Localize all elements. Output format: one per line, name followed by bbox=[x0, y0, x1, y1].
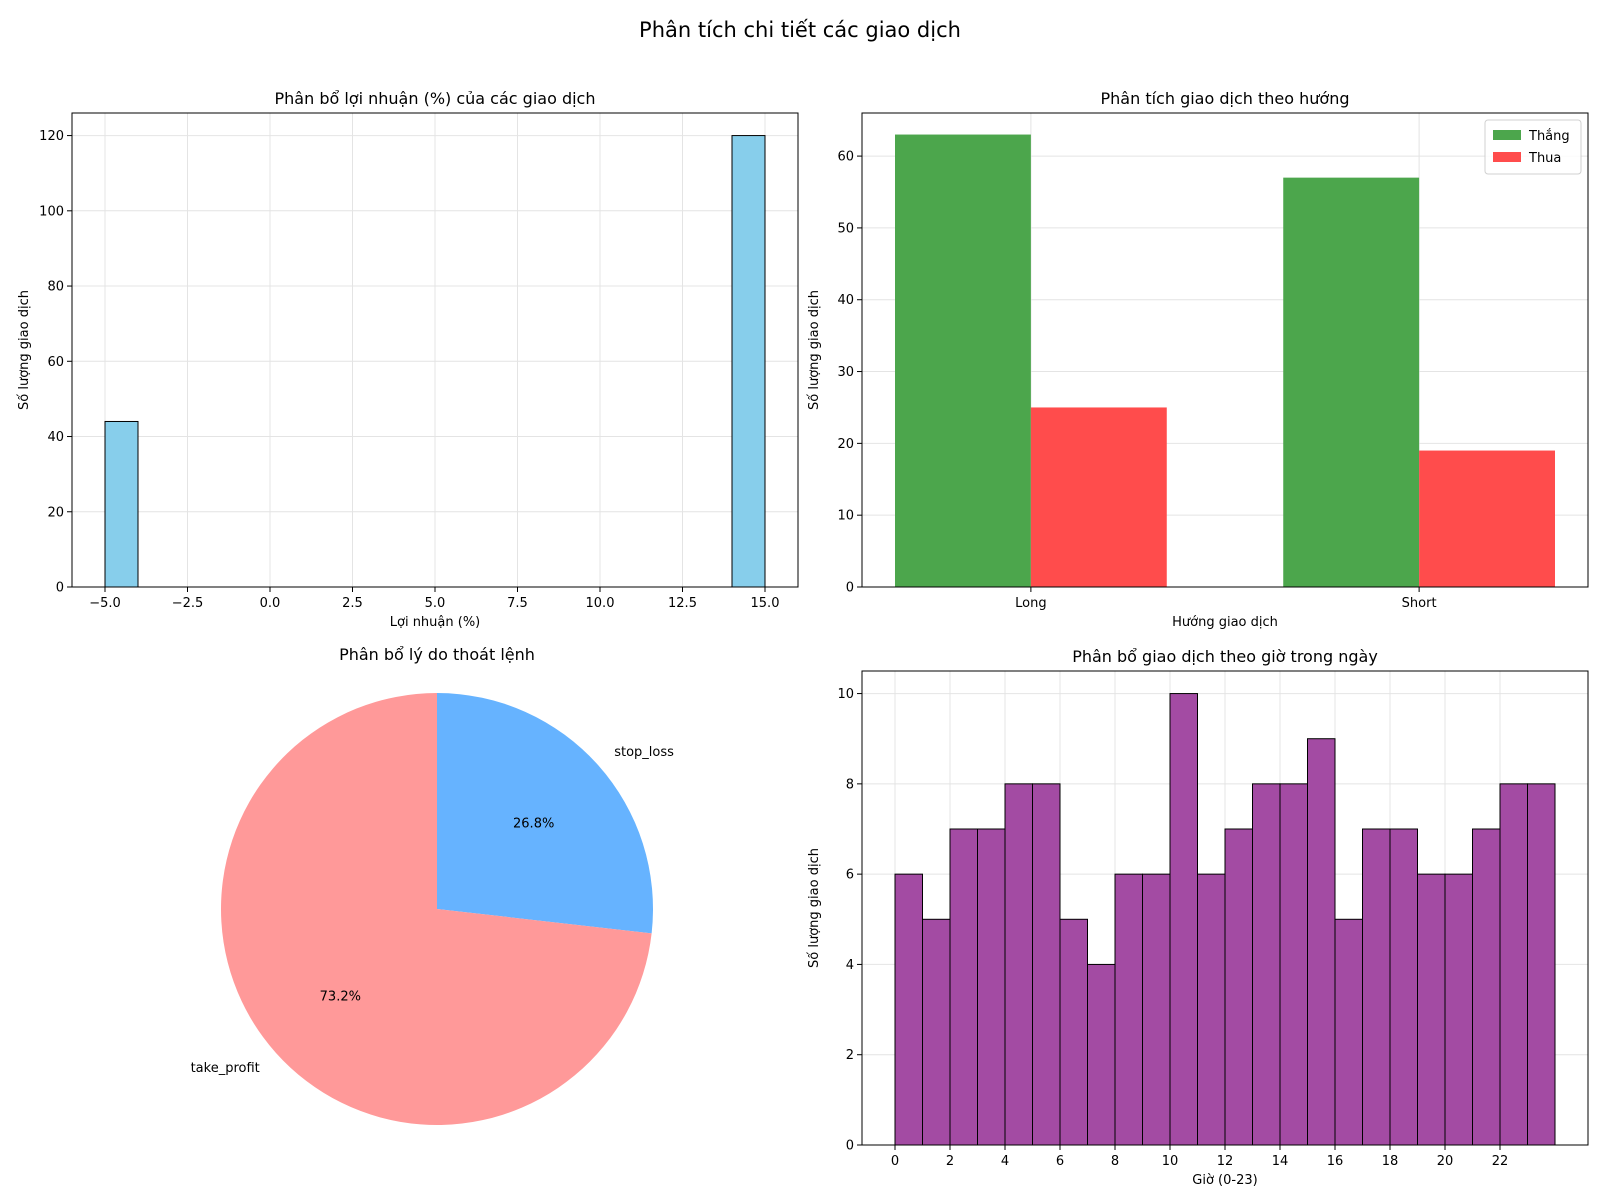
hour-bar bbox=[1004, 783, 1033, 1146]
hour-bar bbox=[1032, 783, 1061, 1146]
hour-xtick-label: 6 bbox=[1056, 1154, 1064, 1169]
hour-bar bbox=[1114, 873, 1143, 1146]
pie-title: Phân bổ lý do thoát lệnh bbox=[339, 645, 535, 664]
profit-ytick-label: 120 bbox=[39, 129, 64, 144]
hour-ytick-label: 8 bbox=[846, 777, 854, 792]
direction-ytick-label: 50 bbox=[837, 221, 854, 236]
hour-bar bbox=[1087, 963, 1116, 1146]
hour-bar bbox=[1169, 693, 1198, 1146]
hour-bar bbox=[1142, 873, 1171, 1146]
hour-bar bbox=[1499, 783, 1528, 1146]
hour-xtick-label: 0 bbox=[891, 1154, 899, 1169]
hour-axes-frame bbox=[861, 670, 1589, 1146]
hour-xtick-label: 22 bbox=[1492, 1154, 1509, 1169]
profit-xtick-label: 5.0 bbox=[425, 596, 446, 611]
hour-bar bbox=[922, 918, 951, 1146]
direction-legend-label: Thua bbox=[1528, 151, 1561, 166]
hour-bar bbox=[949, 828, 978, 1146]
hour-xtick-label: 18 bbox=[1382, 1154, 1399, 1169]
hour-bar bbox=[894, 873, 923, 1146]
hour-xtick-label: 4 bbox=[1001, 1154, 1009, 1169]
hour-xtick-label: 16 bbox=[1327, 1154, 1344, 1169]
pie-slice-label: take_profit bbox=[191, 1061, 260, 1076]
pie-slice-take_profit bbox=[220, 693, 652, 1125]
hour-bar bbox=[1307, 738, 1336, 1146]
profit-xtick-label: 7.5 bbox=[507, 596, 528, 611]
direction-xtick-label: Short bbox=[1402, 596, 1437, 611]
profit-ytick-label: 100 bbox=[39, 204, 64, 219]
profit-ytick-label: 80 bbox=[47, 280, 64, 295]
pie-slice-stop_loss bbox=[437, 693, 653, 934]
profit-ytick-label: 60 bbox=[47, 355, 64, 370]
hour-bar bbox=[1279, 783, 1308, 1146]
direction-bar-loss bbox=[1030, 407, 1167, 587]
hour-title: Phân bổ giao dịch theo giờ trong ngày bbox=[1072, 647, 1378, 666]
direction-xlabel: Hướng giao dịch bbox=[1172, 615, 1278, 630]
profit-xtick-label: −5.0 bbox=[89, 596, 121, 611]
direction-ylabel: Số lượng giao dịch bbox=[807, 290, 822, 410]
pie-pct-label: 73.2% bbox=[320, 989, 361, 1004]
profit-title: Phân bổ lợi nhuận (%) của các giao dịch bbox=[275, 89, 596, 108]
direction-legend-swatch bbox=[1493, 130, 1521, 140]
profit-bar bbox=[731, 135, 766, 588]
direction-xtick-label: Long bbox=[1015, 596, 1046, 611]
profit-bar bbox=[104, 420, 139, 588]
profit-xtick-label: −2.5 bbox=[172, 596, 204, 611]
hour-ytick-label: 6 bbox=[846, 868, 854, 883]
direction-ytick-label: 30 bbox=[837, 365, 854, 380]
hour-ylabel: Số lượng giao dịch bbox=[807, 848, 822, 968]
figure-title: Phân tích chi tiết các giao dịch bbox=[639, 18, 961, 42]
hour-ytick-label: 10 bbox=[837, 687, 854, 702]
profit-xtick-label: 10.0 bbox=[586, 596, 615, 611]
profit-xlabel: Lợi nhuận (%) bbox=[390, 615, 481, 630]
hour-bar bbox=[1417, 873, 1446, 1146]
direction-bar-win bbox=[895, 134, 1031, 587]
profit-axes-frame bbox=[71, 112, 799, 588]
direction-ytick-label: 60 bbox=[837, 150, 854, 165]
profit-xtick-label: 15.0 bbox=[751, 596, 780, 611]
pie-slice-label: stop_loss bbox=[614, 745, 674, 760]
hour-xtick-label: 2 bbox=[946, 1154, 954, 1169]
direction-bar-loss bbox=[1419, 450, 1555, 587]
direction-ytick-label: 40 bbox=[837, 293, 854, 308]
hour-ytick-label: 0 bbox=[846, 1139, 854, 1154]
hour-bar bbox=[1527, 783, 1556, 1146]
profit-ylabel: Số lượng giao dịch bbox=[17, 290, 32, 410]
hour-bar bbox=[1362, 828, 1391, 1146]
hour-bar bbox=[1389, 828, 1418, 1146]
direction-title: Phân tích giao dịch theo hướng bbox=[1101, 89, 1350, 108]
hour-bar bbox=[1197, 873, 1226, 1146]
direction-bar-win bbox=[1283, 177, 1420, 588]
profit-ytick-label: 40 bbox=[47, 430, 64, 445]
direction-legend-swatch bbox=[1493, 152, 1521, 162]
direction-legend-label: Thắng bbox=[1528, 129, 1570, 144]
hour-bar bbox=[1224, 828, 1253, 1146]
hour-bar bbox=[1334, 918, 1363, 1146]
profit-xtick-label: 0.0 bbox=[260, 596, 281, 611]
profit-xtick-label: 12.5 bbox=[668, 596, 697, 611]
hour-xtick-label: 14 bbox=[1272, 1154, 1289, 1169]
hour-bar bbox=[1059, 918, 1088, 1146]
direction-ytick-label: 10 bbox=[837, 509, 854, 524]
hour-bar bbox=[1444, 873, 1473, 1146]
hour-xlabel: Giờ (0-23) bbox=[1192, 1173, 1257, 1188]
direction-ytick-label: 20 bbox=[837, 437, 854, 452]
profit-xtick-label: 2.5 bbox=[342, 596, 363, 611]
hour-bar bbox=[1472, 828, 1501, 1146]
profit-ytick-label: 0 bbox=[56, 581, 64, 596]
hour-ytick-label: 4 bbox=[846, 958, 854, 973]
hour-xtick-label: 10 bbox=[1162, 1154, 1179, 1169]
hour-bar bbox=[1252, 783, 1281, 1146]
pie-pct-label: 26.8% bbox=[513, 817, 554, 832]
direction-axes-frame bbox=[861, 112, 1589, 588]
hour-xtick-label: 12 bbox=[1217, 1154, 1234, 1169]
hour-xtick-label: 20 bbox=[1437, 1154, 1454, 1169]
profit-ytick-label: 20 bbox=[47, 505, 64, 520]
hour-ytick-label: 2 bbox=[846, 1048, 854, 1063]
hour-bar bbox=[977, 828, 1006, 1146]
direction-ytick-label: 0 bbox=[846, 581, 854, 596]
hour-xtick-label: 8 bbox=[1111, 1154, 1119, 1169]
